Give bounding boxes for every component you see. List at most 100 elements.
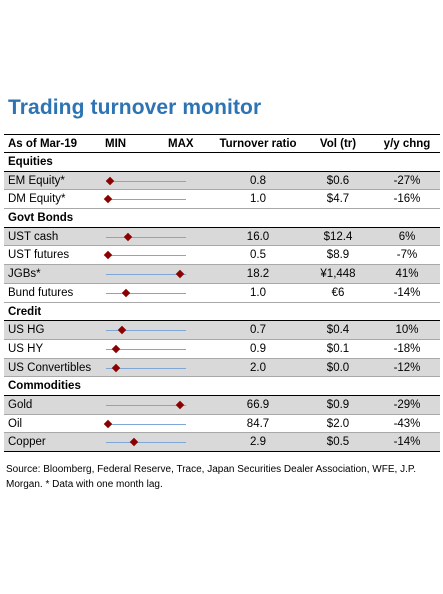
turnover-value: 18.2 [246, 268, 270, 281]
table-row: US Convertibles 2.0 $0.0 -12% [4, 358, 440, 378]
range-line [106, 404, 186, 406]
turnover-value: 0.7 [250, 324, 266, 337]
yoy-change-value: -43% [393, 417, 421, 430]
range-indicator [104, 190, 186, 208]
range-line [106, 236, 186, 238]
range-line [106, 199, 186, 201]
volume-value: $0.5 [326, 436, 350, 449]
range-indicator [106, 433, 186, 451]
header-vol: Vol (tr) [319, 138, 357, 150]
yoy-change-value: 41% [395, 268, 419, 281]
range-line [106, 292, 186, 294]
yoy-change-value: -12% [393, 361, 421, 374]
range-marker [117, 325, 127, 335]
section-label: Credit [8, 305, 42, 318]
range-indicator [106, 228, 186, 246]
volume-value: $0.9 [326, 398, 350, 411]
volume-value: €6 [331, 286, 345, 299]
header-as-of: As of Mar-19 [8, 138, 78, 150]
row-label: JGBs* [8, 268, 41, 281]
range-marker [104, 419, 113, 428]
yoy-change-value: -14% [393, 436, 421, 449]
row-label: DM Equity* [8, 193, 66, 206]
range-line [106, 180, 186, 182]
source-note: Source: Bloomberg, Federal Reserve, Trac… [6, 464, 416, 490]
table-row: Gold 66.9 $0.9 -29% [4, 395, 440, 415]
section-label: Commodities [8, 380, 81, 393]
volume-value: $0.6 [326, 174, 350, 187]
section-header: Credit [4, 303, 440, 322]
range-marker [103, 251, 112, 260]
volume-value: $12.4 [323, 230, 353, 243]
table-row: Oil 84.7 $2.0 -43% [4, 415, 440, 434]
table-row: JGBs* 18.2 ¥1,448 41% [4, 265, 440, 284]
turnover-value: 2.9 [250, 436, 266, 449]
row-label: US HY [8, 342, 44, 355]
section-header: Commodities [4, 377, 440, 396]
row-label: Copper [8, 436, 46, 449]
range-marker [104, 195, 113, 204]
table-row: Bund futures 1.0 €6 -14% [4, 284, 440, 303]
turnover-table: As of Mar-19 MIN MAX Turnover ratio Vol … [4, 134, 440, 452]
row-label: US Convertibles [8, 361, 92, 374]
range-indicator [103, 246, 186, 264]
range-marker [105, 176, 115, 185]
volume-value: $0.4 [326, 324, 350, 337]
turnover-value: 16.0 [246, 230, 270, 243]
range-line [106, 274, 186, 276]
range-indicator [106, 340, 186, 358]
table-row: US HG 0.7 $0.4 10% [4, 321, 440, 340]
range-indicator [105, 172, 186, 190]
range-indicator [106, 396, 186, 414]
row-label: Oil [8, 417, 23, 430]
yoy-change-value: 10% [395, 324, 419, 337]
range-marker [123, 232, 132, 241]
section-label: Govt Bonds [8, 212, 74, 225]
turnover-value: 1.0 [250, 193, 266, 206]
yoy-change-value: 6% [398, 230, 416, 243]
header-turnover: Turnover ratio [219, 138, 297, 150]
row-label: UST futures [8, 249, 70, 262]
table-row: DM Equity* 1.0 $4.7 -16% [4, 190, 440, 210]
range-marker [129, 438, 139, 447]
range-indicator [106, 265, 186, 283]
row-label: UST cash [8, 230, 59, 243]
yoy-change-value: -14% [393, 286, 421, 299]
header-yoy: y/y chng [383, 138, 431, 150]
table-body: Equities EM Equity* 0.8 $0.6 -27% DM Equity* 1… [4, 153, 440, 452]
range-marker [111, 344, 120, 354]
volume-value: ¥1,448 [320, 268, 356, 281]
table-row: UST futures 0.5 $8.9 -7% [4, 246, 440, 266]
table-row: Copper 2.9 $0.5 -14% [4, 433, 440, 452]
page-title: Trading turnover monitor [8, 96, 262, 119]
turnover-value: 2.0 [250, 361, 266, 374]
range-line [106, 367, 186, 369]
range-indicator [106, 284, 186, 302]
range-marker [175, 269, 184, 279]
header-min: MIN [105, 138, 127, 150]
table-row: US HY 0.9 $0.1 -18% [4, 340, 440, 359]
row-label: Bund futures [8, 286, 74, 299]
yoy-change-value: -29% [393, 398, 421, 411]
range-line [106, 330, 186, 332]
section-header: Equities [4, 153, 440, 172]
range-marker [175, 400, 184, 410]
header-max: MAX [168, 138, 194, 150]
section-header: Govt Bonds [4, 209, 440, 228]
turnover-value: 1.0 [250, 286, 266, 299]
volume-value: $0.0 [326, 361, 350, 374]
volume-value: $2.0 [326, 417, 350, 430]
turnover-value: 0.8 [250, 174, 266, 187]
turnover-value: 0.5 [250, 249, 266, 262]
table-row: UST cash 16.0 $12.4 6% [4, 227, 440, 247]
range-indicator [106, 359, 186, 377]
turnover-value: 0.9 [250, 342, 266, 355]
range-indicator [106, 321, 186, 339]
volume-value: $8.9 [326, 249, 350, 262]
volume-value: $4.7 [326, 193, 350, 206]
section-label: Equities [8, 156, 53, 168]
volume-value: $0.1 [326, 342, 350, 355]
range-marker [112, 363, 121, 372]
yoy-change-value: -18% [393, 342, 421, 355]
row-label: US HG [8, 324, 45, 337]
